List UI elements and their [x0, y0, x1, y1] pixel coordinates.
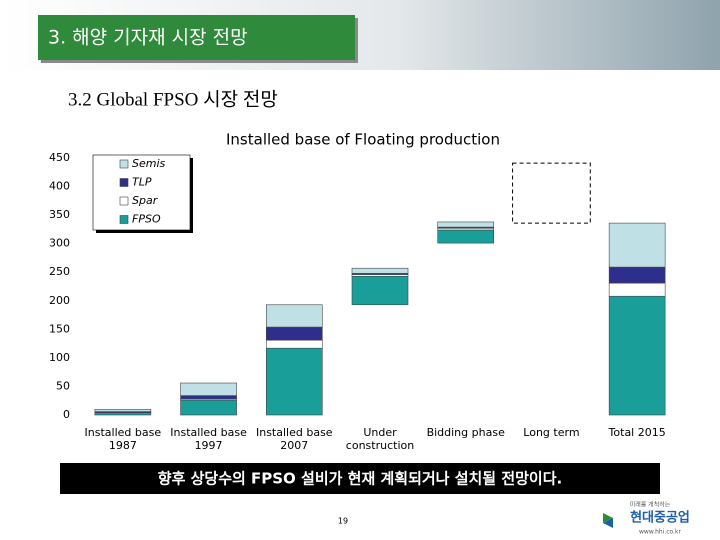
url: www.hhi.co.kr [639, 529, 682, 536]
bar-segment [265, 347, 323, 416]
y-tick-label: 250 [49, 265, 70, 278]
legend-label: TLP [132, 176, 152, 189]
legend-swatch [119, 178, 129, 187]
y-tick-label: 450 [49, 151, 70, 164]
x-tick-label: Installed base 2007 [256, 426, 333, 452]
bar-segment [351, 275, 409, 306]
x-tick-label: Long term [523, 426, 579, 439]
bar-segment [351, 267, 409, 274]
bar-segment [94, 408, 152, 412]
y-tick-label: 400 [49, 180, 70, 193]
header-title: 3. 해양 기자재 시장 전망 [48, 27, 248, 49]
y-tick-label: 50 [56, 379, 70, 392]
slogan: 미래를 개척하는 [630, 501, 671, 509]
bar-segment [608, 282, 666, 297]
logo-mark [603, 513, 613, 523]
bar-segment [608, 295, 666, 416]
company: 현대중공업 [630, 510, 690, 526]
subtitle: 3.2 Global FPSO 시장 전망 [68, 88, 278, 110]
legend-swatch [119, 196, 129, 206]
y-tick-label: 200 [49, 294, 70, 307]
bar-segment [265, 326, 323, 341]
banner: 향후 상당수의 FPSO 설비가 현재 계획되거나 설치될 전망이다. [158, 470, 562, 488]
banner-box [60, 463, 660, 494]
page-number: 19 [338, 517, 348, 526]
legend-swatch [119, 159, 129, 169]
bar-segment [265, 339, 323, 349]
bar-segment [608, 266, 666, 284]
y-tick-label: 300 [49, 237, 70, 250]
legend-label: FPSO [132, 213, 161, 226]
legend-swatch [119, 215, 129, 224]
x-tick-label: Installed base 1987 [85, 426, 162, 452]
x-tick-label: Bidding phase [427, 426, 506, 439]
y-tick-label: 350 [49, 208, 70, 221]
dashed-range [512, 162, 591, 224]
legend-box [92, 154, 191, 231]
y-tick-label: 100 [49, 351, 70, 364]
y-tick-label: 0 [63, 408, 70, 421]
bar-segment [437, 229, 495, 244]
bar-segment [180, 382, 237, 396]
bar-segment [180, 399, 237, 416]
bar-segment [437, 221, 495, 228]
bar-segment [180, 395, 237, 400]
bar-segment [265, 304, 323, 328]
chart: 0 50 100 150 200 250 300 350 400 450 Installed bas… [49, 151, 666, 452]
y-tick-label: 150 [49, 322, 70, 335]
header-box [38, 15, 355, 60]
x-tick-label: Installed base 1997 [170, 426, 247, 452]
bar-segment [608, 222, 666, 268]
bar-segment [94, 412, 152, 416]
legend-label: Semis [132, 157, 166, 170]
logo-mark [603, 518, 613, 528]
chart-title: Installed base of Floating production [226, 131, 500, 149]
x-tick-label: Total 2015 [608, 426, 666, 439]
x-tick-label: Under construction [346, 426, 414, 452]
legend-label: Spar [132, 194, 159, 207]
